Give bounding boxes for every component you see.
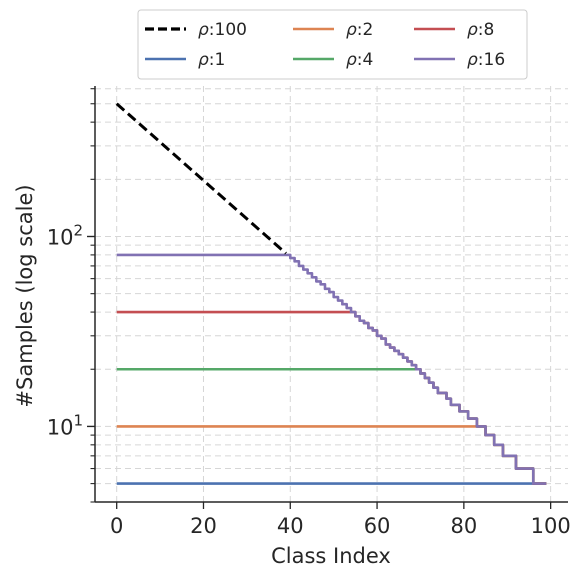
legend-frame xyxy=(137,9,528,80)
y-tick-label: 101 xyxy=(47,411,83,439)
grid-layer xyxy=(95,86,568,503)
legend: ρ:100 ρ:1 ρ:2 ρ:4 ρ:8 ρ:16 xyxy=(137,9,528,80)
series-layer xyxy=(115,102,547,485)
y-ticks: 101 102 xyxy=(47,88,95,503)
x-tick-label: 80 xyxy=(450,514,477,538)
legend-label: ρ:2 xyxy=(346,20,373,40)
legend-label: ρ:16 xyxy=(467,50,505,70)
legend-label: ρ:1 xyxy=(198,50,225,70)
legend-label: ρ:100 xyxy=(198,20,247,40)
series-line xyxy=(116,425,547,485)
y-tick-label: 102 xyxy=(47,221,83,249)
series-line xyxy=(116,310,547,485)
x-tick-label: 0 xyxy=(110,514,123,538)
x-tick-label: 60 xyxy=(364,514,391,538)
legend-label: ρ:4 xyxy=(346,50,373,70)
x-tick-label: 100 xyxy=(531,514,571,538)
series-line xyxy=(116,253,547,485)
legend-label: ρ:8 xyxy=(467,20,494,40)
series-line xyxy=(115,102,287,255)
x-ticks: 0 20 40 60 80 100 xyxy=(110,502,571,538)
x-axis-label: Class Index xyxy=(271,544,391,568)
x-tick-label: 20 xyxy=(190,514,217,538)
y-axis-label: #Samples (log scale) xyxy=(13,184,37,407)
x-tick-label: 40 xyxy=(277,514,304,538)
